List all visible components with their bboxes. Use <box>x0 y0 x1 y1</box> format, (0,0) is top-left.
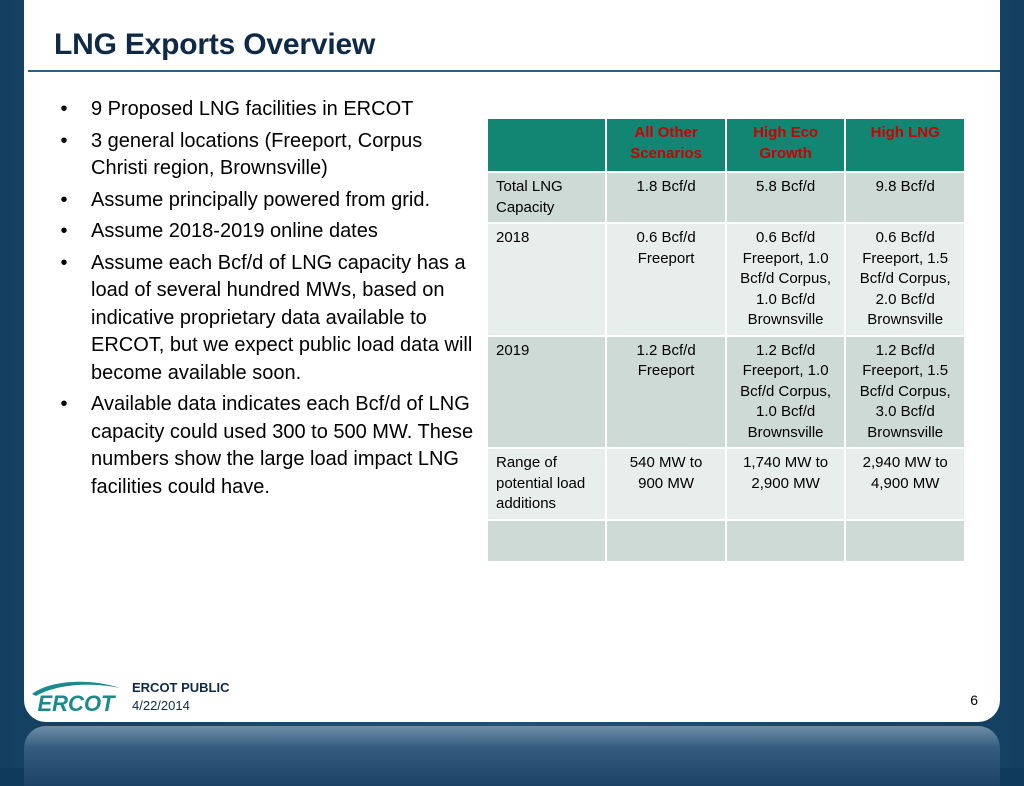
logo-swoosh-icon <box>32 681 120 696</box>
footer-bar <box>24 726 1000 786</box>
header-cell: High LNG <box>844 117 966 173</box>
list-item: • Available data indicates each Bcf/d of … <box>54 391 474 501</box>
list-item: • Assume principally powered from grid. <box>54 187 474 215</box>
table-cell: 1,740 MW to 2,900 MW <box>724 447 847 521</box>
table-cell: 0.6 Bcf/d Freeport <box>605 222 727 337</box>
header-cell <box>485 117 608 173</box>
bullet-icon: • <box>60 251 68 274</box>
page-number: 6 <box>970 692 978 708</box>
header-cell: All Other Scenarios <box>605 117 727 173</box>
list-item-text: Available data indicates each Bcf/d of L… <box>91 393 474 498</box>
title-divider <box>28 70 1000 72</box>
table-cell <box>724 518 847 563</box>
row-label: Range of potential load additions <box>485 447 608 521</box>
table-cell: 1.2 Bcf/d Freeport <box>605 334 727 449</box>
table-cell: 9.8 Bcf/d <box>844 171 966 224</box>
page-title: LNG Exports Overview <box>54 28 376 61</box>
list-item-text: Assume each Bcf/d of LNG capacity has a … <box>91 251 473 384</box>
bullet-icon: • <box>60 188 68 211</box>
list-item-text: 3 general locations (Freeport, Corpus Ch… <box>91 129 423 180</box>
row-label: 2019 <box>485 334 608 449</box>
table-cell: 0.6 Bcf/d Freeport, 1.5 Bcf/d Corpus, 2.… <box>844 222 966 337</box>
logo-wordmark: ERCOT <box>38 691 117 716</box>
list-item: • Assume 2018-2019 online dates <box>54 218 474 246</box>
table-row: 2018 0.6 Bcf/d Freeport 0.6 Bcf/d Freepo… <box>485 222 966 337</box>
bullet-list: • 9 Proposed LNG facilities in ERCOT • 3 g… <box>54 96 474 505</box>
list-item: • 3 general locations (Freeport, Corpus C… <box>54 128 474 183</box>
row-label: Total LNG Capacity <box>485 171 608 224</box>
slide: LNG Exports Overview • 9 Proposed LNG fac… <box>24 0 1000 722</box>
row-label <box>485 518 608 563</box>
table-cell: 5.8 Bcf/d <box>724 171 847 224</box>
table-header-row: All Other Scenarios High Eco Growth High… <box>485 117 966 173</box>
bullet-icon: • <box>60 220 68 242</box>
row-label: 2018 <box>485 222 608 337</box>
bullet-icon: • <box>60 393 68 415</box>
bullet-icon: • <box>60 98 68 120</box>
list-item: • 9 Proposed LNG facilities in ERCOT <box>54 96 474 124</box>
list-item-text: 9 Proposed LNG facilities in ERCOT <box>91 98 414 120</box>
list-item-text: Assume 2018-2019 online dates <box>91 220 378 242</box>
table-cell: 540 MW to 900 MW <box>605 447 727 521</box>
table-row: Total LNG Capacity 1.8 Bcf/d 5.8 Bcf/d 9… <box>485 171 966 224</box>
table-cell <box>605 518 727 563</box>
ercot-logo: ERCOT <box>32 681 120 716</box>
list-item: • Assume each Bcf/d of LNG capacity has a… <box>54 250 474 388</box>
lng-scenario-table: All Other Scenarios High Eco Growth High… <box>485 117 966 563</box>
table-cell: 1.2 Bcf/d Freeport, 1.0 Bcf/d Corpus, 1.… <box>724 334 847 449</box>
classification-label: ERCOT PUBLIC <box>132 680 230 695</box>
table-cell: 0.6 Bcf/d Freeport, 1.0 Bcf/d Corpus, 1.… <box>724 222 847 337</box>
header-cell: High Eco Growth <box>724 117 847 173</box>
table-cell: 1.8 Bcf/d <box>605 171 727 224</box>
table-cell: 2,940 MW to 4,900 MW <box>844 447 966 521</box>
bullet-icon: • <box>60 129 68 152</box>
table-row: 2019 1.2 Bcf/d Freeport 1.2 Bcf/d Freepo… <box>485 334 966 449</box>
table-cell: 1.2 Bcf/d Freeport, 1.5 Bcf/d Corpus, 3.… <box>844 334 966 449</box>
list-item-text: Assume principally powered from grid. <box>91 188 431 211</box>
table-row: Range of potential load additions 540 MW… <box>485 447 966 521</box>
table-row <box>485 518 966 563</box>
table-cell <box>844 518 966 563</box>
slide-date: 4/22/2014 <box>132 698 190 713</box>
